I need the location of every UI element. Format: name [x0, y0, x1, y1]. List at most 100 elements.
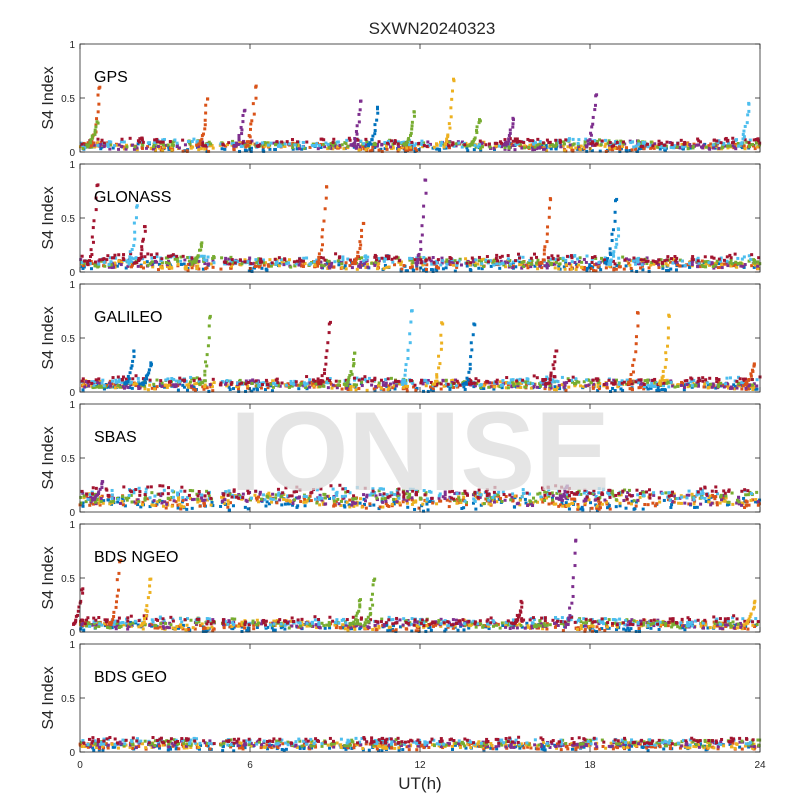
spike-point: [549, 378, 552, 381]
data-point: [390, 377, 393, 380]
spike-peak: [328, 322, 331, 325]
spike-point: [546, 233, 549, 236]
spike-point: [449, 106, 452, 109]
data-point: [120, 263, 123, 266]
data-point: [708, 377, 711, 380]
data-point: [133, 145, 136, 148]
spike-point: [323, 372, 326, 375]
spike-point: [131, 360, 134, 363]
data-point: [138, 494, 141, 497]
data-point: [669, 506, 672, 509]
data-point: [323, 264, 326, 267]
data-point: [137, 139, 140, 142]
data-point: [628, 258, 631, 261]
data-point: [305, 375, 308, 378]
data-point: [437, 267, 440, 270]
data-point: [501, 379, 504, 382]
data-point: [221, 500, 224, 503]
data-point: [212, 266, 215, 269]
data-point: [746, 489, 749, 492]
data-point: [580, 145, 583, 148]
data-point: [405, 146, 408, 149]
data-point: [362, 259, 365, 262]
data-point: [594, 142, 597, 145]
data-point: [165, 506, 168, 509]
data-point: [190, 256, 193, 259]
data-point: [211, 501, 214, 504]
spike-point: [588, 138, 591, 141]
data-point: [137, 377, 140, 380]
data-point: [713, 139, 716, 142]
data-point: [152, 383, 155, 386]
data-point: [365, 148, 368, 151]
spike-point: [356, 251, 359, 254]
data-point: [160, 385, 163, 388]
data-point: [97, 263, 100, 266]
data-point: [154, 260, 157, 263]
data-point: [685, 496, 688, 499]
data-point: [167, 255, 170, 258]
spike-point: [321, 379, 324, 382]
data-point: [360, 256, 363, 259]
spike-point: [611, 239, 614, 242]
data-point: [618, 262, 621, 265]
data-point: [234, 261, 237, 264]
data-point: [693, 506, 696, 509]
data-point: [736, 257, 739, 260]
data-point: [498, 263, 501, 266]
data-point: [390, 258, 393, 261]
data-point: [255, 379, 258, 382]
data-point: [697, 380, 700, 383]
data-point: [616, 141, 619, 144]
data-point: [179, 260, 182, 263]
data-point: [358, 148, 361, 151]
data-point: [394, 380, 397, 383]
data-point: [533, 253, 536, 256]
data-point: [508, 145, 511, 148]
spike-point: [612, 228, 615, 231]
data-point: [536, 259, 539, 262]
data-point: [173, 499, 176, 502]
data-point: [147, 388, 150, 391]
spike-point: [317, 262, 320, 265]
data-point: [489, 146, 492, 149]
spike-point: [358, 240, 361, 243]
data-point: [654, 260, 657, 263]
data-point: [426, 145, 429, 148]
spike-point: [629, 378, 632, 381]
data-point: [291, 146, 294, 149]
data-point: [149, 496, 152, 499]
y-tick-label: 0.5: [61, 334, 75, 345]
data-point: [165, 503, 168, 506]
data-point: [486, 255, 489, 258]
spike-point: [204, 104, 207, 107]
data-point: [637, 140, 640, 143]
spike-point: [591, 123, 594, 126]
data-point: [349, 259, 352, 262]
data-point: [376, 267, 379, 270]
data-point: [612, 383, 615, 386]
spike-peak: [254, 86, 257, 89]
spike-point: [469, 355, 472, 358]
data-point: [755, 138, 758, 141]
data-point: [152, 145, 155, 148]
data-point: [411, 261, 414, 264]
data-point: [501, 255, 504, 258]
data-point: [478, 259, 481, 262]
data-point: [635, 489, 638, 492]
spike-peak: [135, 206, 138, 209]
data-point: [286, 140, 289, 143]
data-point: [555, 261, 558, 264]
spike-point: [207, 344, 210, 347]
data-point: [585, 261, 588, 264]
spike-point: [357, 113, 360, 116]
data-point: [326, 377, 329, 380]
panel-background: [80, 44, 760, 152]
data-point: [482, 265, 485, 268]
data-point: [172, 496, 175, 499]
spike-point: [128, 263, 131, 266]
y-tick-label: 0: [69, 148, 75, 159]
data-point: [737, 500, 740, 503]
data-point: [600, 257, 603, 260]
